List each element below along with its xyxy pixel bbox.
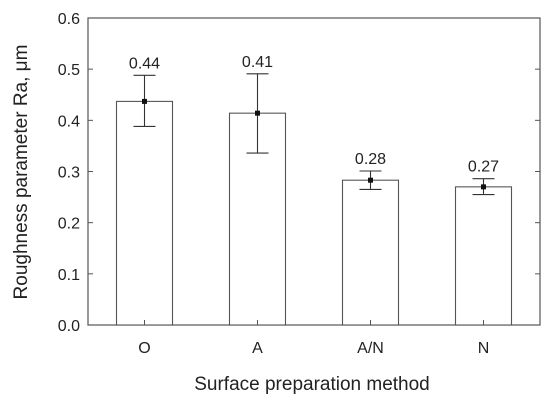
mean-marker <box>142 98 147 104</box>
x-tick-label: N <box>478 340 490 357</box>
bar <box>454 186 513 326</box>
y-axis-title: Roughness parameter Ra, μm <box>11 45 32 300</box>
x-tick-label: A/N <box>357 340 384 357</box>
x-tick-label: A <box>252 340 263 357</box>
bar <box>115 100 174 326</box>
data-label: 0.27 <box>468 159 499 176</box>
y-tick-label: 0.0 <box>58 318 80 335</box>
y-tick-label: 0.3 <box>58 165 80 182</box>
bar <box>341 179 400 326</box>
data-label: 0.28 <box>355 151 386 168</box>
y-tick-label: 0.6 <box>58 11 80 28</box>
x-tick-label: O <box>138 340 150 357</box>
mean-marker <box>481 184 486 190</box>
mean-marker <box>368 177 373 183</box>
y-tick-label: 0.2 <box>58 216 80 233</box>
data-label: 0.41 <box>242 54 273 71</box>
plot-area: 0.0 0.1 0.2 0.3 0.4 0.5 0.6 0.44 O 0.41 A 0.28 A/N 0.… <box>58 11 541 357</box>
y-tick-label: 0.1 <box>58 267 80 284</box>
mean-marker <box>255 110 260 116</box>
y-tick-label: 0.5 <box>58 62 80 79</box>
y-tick-label: 0.4 <box>58 113 80 130</box>
x-axis-title: Surface preparation method <box>194 374 430 395</box>
data-label: 0.44 <box>129 55 160 72</box>
